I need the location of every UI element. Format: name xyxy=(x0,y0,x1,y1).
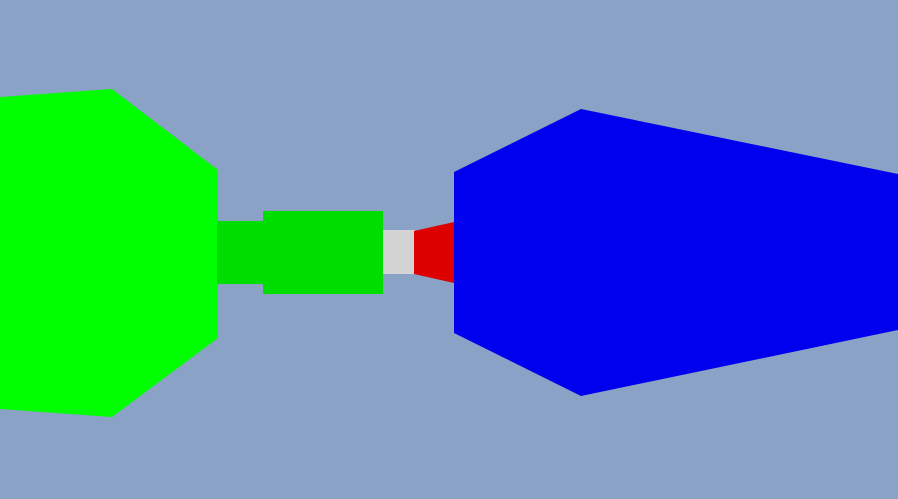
green-octagon-body[interactable] xyxy=(0,89,218,417)
green-connector-dark[interactable] xyxy=(217,221,265,284)
gray-coupler[interactable] xyxy=(383,230,415,274)
blue-cone-body[interactable] xyxy=(454,109,898,396)
red-nozzle[interactable] xyxy=(414,222,454,283)
green-connector-block[interactable] xyxy=(263,211,383,294)
